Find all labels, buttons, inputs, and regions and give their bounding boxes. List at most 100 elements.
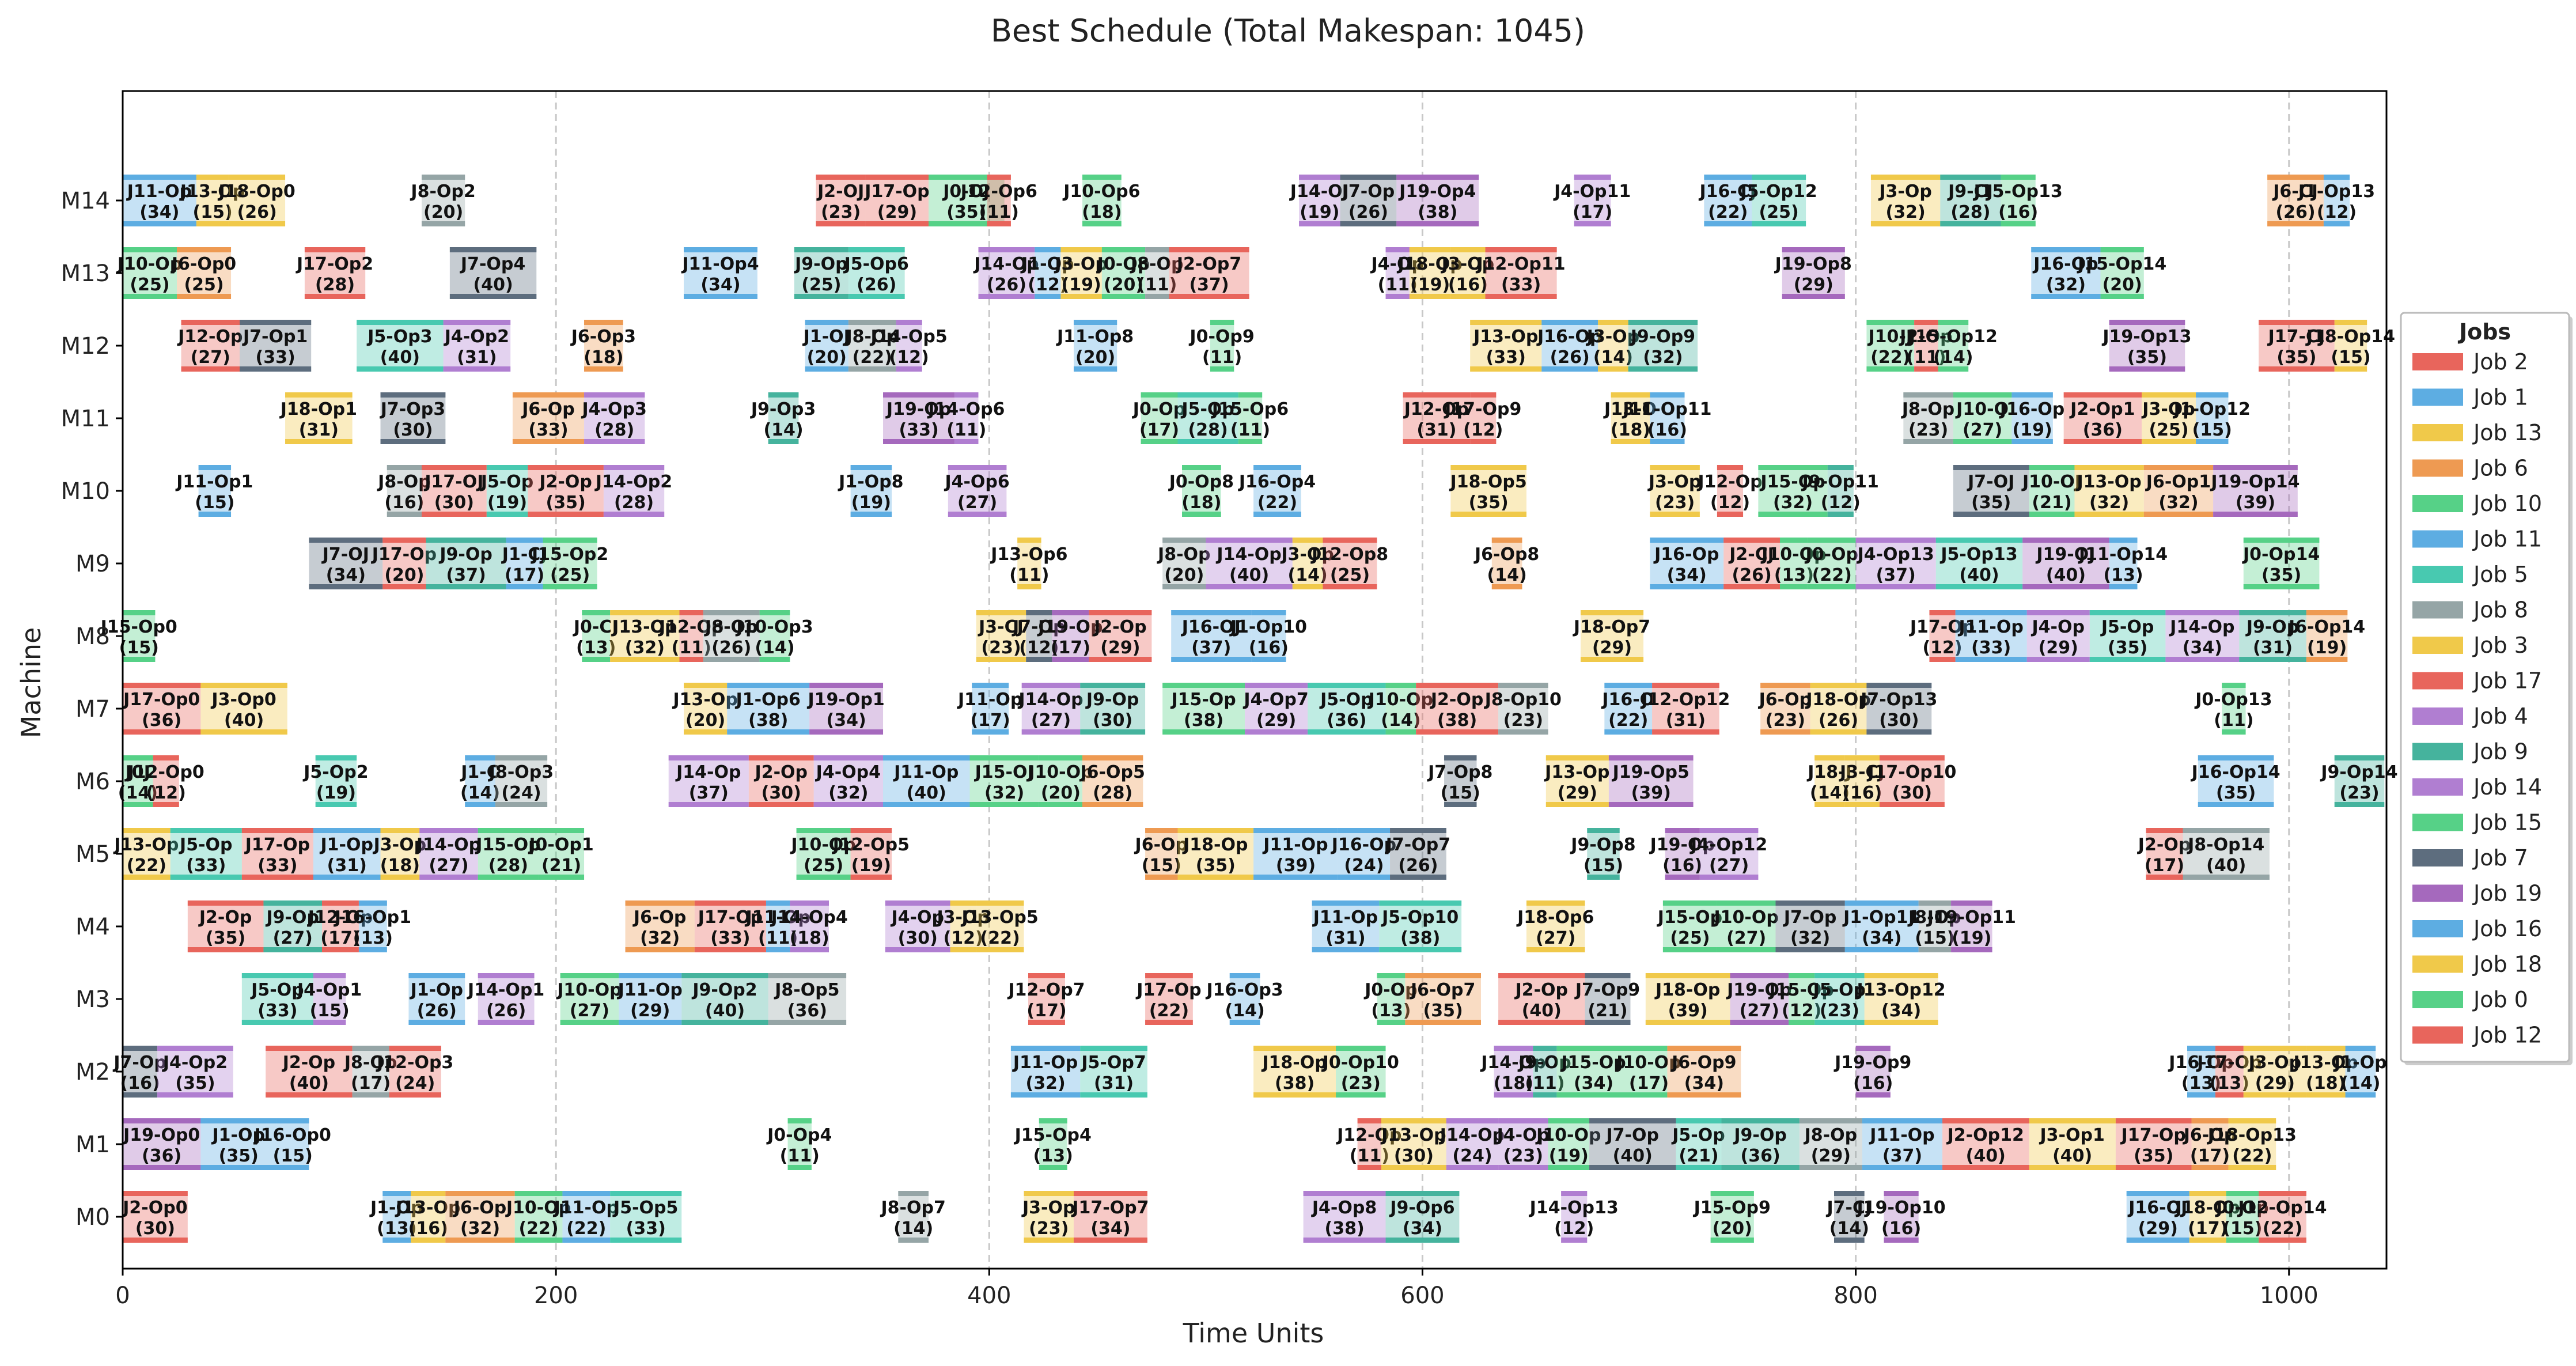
task-bar-fill (1323, 538, 1377, 589)
task-bar-top-edge (1855, 1046, 1891, 1051)
task-bar: J15-Op(25) (1657, 900, 1722, 952)
task-bar-top-edge (1303, 1191, 1386, 1196)
task-bar-top-edge (1951, 900, 1992, 906)
task-bar-fill (1630, 1046, 1668, 1098)
task-name-label: J0-Op14 (2242, 544, 2320, 565)
task-duration-label: (20) (1164, 565, 1204, 585)
task-name-label: J10-Op (556, 980, 622, 1000)
task-bar: J13-Op(22) (113, 828, 179, 880)
task-bar-fill (1340, 175, 1397, 226)
task-name-label: J14-Op (415, 835, 481, 855)
task-bar-fill (1752, 175, 1806, 226)
task-name-label: J12-Op12 (1640, 690, 1730, 710)
task-bar-fill (1884, 1191, 1919, 1243)
task-bar-top-edge (2226, 1191, 2259, 1196)
task-bar-bottom-edge (1589, 1165, 1676, 1170)
task-bar-fill (2109, 320, 2185, 372)
task-name-label: J19-Op (1726, 980, 1791, 1000)
task-bar-top-edge (1238, 392, 1263, 398)
task-name-label: J6-CJ (2272, 181, 2318, 202)
task-name-label: J0-Op (1096, 254, 1150, 274)
task-bar-top-edge (240, 320, 312, 325)
task-name-label: J8-Op (844, 327, 898, 347)
task-bar: J17-Op(20) (371, 538, 437, 589)
task-bar: J6-Op(23) (1758, 683, 1812, 735)
task-bar-top-edge (465, 755, 495, 760)
task-name-label: J2-Op7 (1176, 254, 1241, 274)
task-bar-fill (1879, 755, 1945, 807)
task-name-label: J13-Op (611, 617, 677, 637)
task-bar-top-edge (1940, 175, 2001, 180)
task-bar-bottom-edge (1385, 1238, 1460, 1243)
task-bar-fill (1548, 1118, 1590, 1170)
task-bar: J6-Op(32) (625, 900, 695, 952)
task-bar-top-edge (1866, 683, 1932, 688)
task-name-label: J10-Op (505, 1198, 571, 1218)
task-bar-fill (1862, 1118, 1943, 1170)
task-name-label: J9-Op9 (1630, 327, 1695, 347)
task-bar: J19-Op13(35) (2101, 320, 2191, 372)
task-name-label: J11-Op14 (2078, 544, 2168, 565)
task-bar: J2-Op(40) (266, 1046, 353, 1098)
task-bar-fill (1470, 392, 1497, 444)
task-bar-bottom-edge (426, 584, 506, 589)
task-bar-top-edge (512, 392, 585, 398)
task-bar-fill (1827, 465, 1854, 517)
task-bar: J13-Op(18) (2293, 1046, 2358, 1098)
task-bar-bottom-edge (181, 366, 240, 372)
task-bar-top-edge (2191, 1118, 2229, 1123)
task-duration-label: (15) (1915, 928, 1954, 948)
task-bar-fill (768, 973, 847, 1025)
task-name-label: J17-Op (2120, 1125, 2186, 1145)
task-bar-bottom-edge (443, 366, 511, 372)
task-name-label: J2-Op (1093, 617, 1146, 637)
task-duration-label: (36) (1327, 710, 1366, 731)
task-bar-fill (177, 247, 232, 299)
task-bar-bottom-edge (263, 947, 322, 952)
task-bar-fill (694, 900, 766, 952)
task-name-label: J8-Op14 (2187, 835, 2264, 855)
task-bar: J16-Op(32) (2031, 247, 2101, 299)
legend-swatch (2412, 743, 2463, 760)
task-bar-bottom-edge (1498, 729, 1548, 735)
task-bar-fill (1450, 247, 1486, 299)
task-bar-top-edge (1864, 973, 1938, 978)
task-name-label: J1-Op (2333, 1053, 2386, 1073)
task-name-label: J3-Op (1878, 181, 1931, 202)
task-duration-label: (25) (2149, 420, 2188, 440)
task-bar: J18-Op5(35) (1449, 465, 1527, 517)
task-bar-fill (157, 1046, 233, 1098)
task-bar-fill (2026, 610, 2090, 662)
task-name-label: J19-Op10 (1856, 1198, 1946, 1218)
task-duration-label: (16) (408, 1219, 448, 1239)
task-bar-bottom-edge (1494, 1092, 1533, 1098)
task-bar-top-edge (2029, 465, 2075, 470)
task-bar-fill (1024, 1191, 1074, 1243)
task-duration-label: (23) (981, 638, 1021, 658)
task-name-label: J8-Op3 (488, 762, 554, 782)
task-bar-top-edge (1929, 610, 1956, 615)
legend-swatch (2412, 424, 2463, 441)
task-duration-label: (19) (851, 493, 891, 513)
task-name-label: J17-Op (2196, 1053, 2261, 1073)
task-bar-top-edge (196, 175, 229, 180)
task-duration-label: (16) (1998, 202, 2038, 222)
task-bar-fill (1870, 175, 1941, 226)
task-bar-bottom-edge (445, 1238, 515, 1243)
task-bar-bottom-edge (987, 221, 1011, 226)
task-name-label: J19-Op14 (2210, 472, 2300, 492)
task-bar-top-edge (1561, 1191, 1588, 1196)
task-bar: J4-Op(11) (1370, 247, 1424, 299)
task-bar-bottom-edge (1021, 729, 1081, 735)
task-duration-label: (27) (273, 928, 313, 948)
task-duration-label: (29) (1100, 638, 1140, 658)
task-bar-bottom-edge (382, 584, 426, 589)
task-duration-label: (30) (898, 928, 938, 948)
task-bar: J4-Op(23) (1496, 1118, 1550, 1170)
task-bar: J3-Op(23) (1021, 1191, 1075, 1243)
task-bar-bottom-edge (668, 802, 749, 807)
task-duration-label: (27) (1031, 710, 1071, 731)
task-name-label: J1-CJ (501, 544, 547, 565)
task-bar: J8-Op(23) (1901, 392, 1954, 444)
task-bar-top-edge (848, 247, 905, 252)
